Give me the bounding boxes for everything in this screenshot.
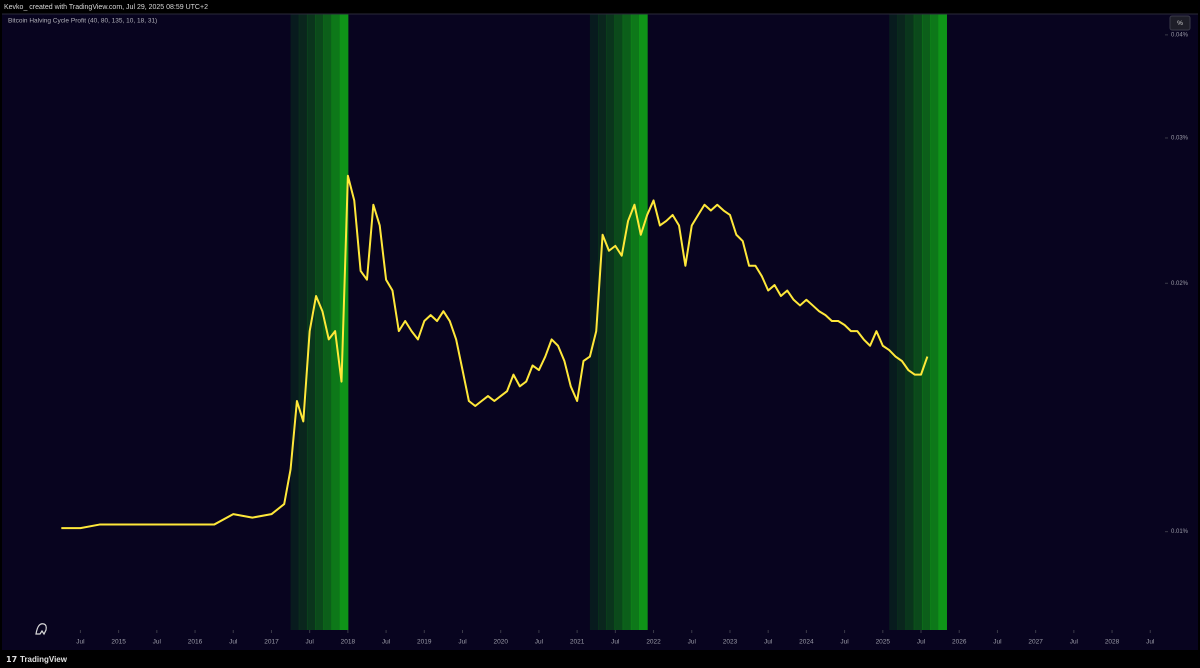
x-tick-label: Jul [382,639,391,646]
highlight-band [630,14,640,630]
x-tick-label: 2015 [111,639,126,646]
footer-text: TradingView [20,655,68,664]
highlight-band [614,14,624,630]
highlight-band [589,14,599,630]
bands [290,14,947,630]
x-tick-label: Jul [688,639,697,646]
series-line [61,174,929,530]
x-tick-label: Jul [535,639,544,646]
x-tick-label: 2020 [493,639,508,646]
x-tick-label: 2022 [646,639,661,646]
highlight-band [889,14,898,630]
highlight-band [921,14,931,630]
x-tick-label: Jul [458,639,467,646]
x-tick-label: 2018 [341,639,356,646]
x-tick-label: Jul [764,639,773,646]
x-tick-label: 2021 [570,639,585,646]
x-tick-label: 2026 [952,639,967,646]
x-tick-label: 2016 [188,639,203,646]
scale-button[interactable] [1169,15,1191,31]
highlight-band [622,14,632,630]
highlight-band [331,14,341,630]
x-tick-label: Jul [917,639,926,646]
highlight-band [290,14,300,630]
y-tick-label: 0.03% [1171,136,1189,142]
x-tick-label: Jul [840,639,849,646]
series-layer [61,174,929,530]
highlight-band [323,14,333,630]
highlight-band [938,14,947,630]
x-tick-label: Jul [993,639,1002,646]
x-tick-label: 2028 [1105,639,1120,646]
y-tick-label: 0.02% [1171,281,1189,287]
tv-logo-icon [35,623,47,636]
highlight-band [606,14,615,630]
x-tick-label: 2017 [264,639,279,646]
highlight-band [638,14,648,630]
x-tick-label: Jul [1146,639,1155,646]
x-tick-label: 2019 [417,639,432,646]
highlight-band [298,14,308,630]
y-tick-label: 0.04% [1171,32,1189,38]
footer-bar [0,652,1200,668]
footer-logo-mark: 𝟭𝟳 [6,655,17,664]
axes: 0.01% 0.02% 0.03% 0.04% Jul 2015 Jul 2016 Jul 201… [76,32,1188,645]
y-tick-label: 0.01% [1171,529,1189,535]
x-tick-label: 2027 [1028,639,1043,646]
x-tick-label: Jul [611,639,620,646]
x-tick-label: 2025 [876,639,891,646]
highlight-band [315,14,324,630]
highlight-band [913,14,923,630]
x-tick-label: 2024 [799,639,814,646]
highlight-band [930,14,939,630]
x-tick-label: Jul [306,639,315,646]
x-tick-label: 2023 [723,639,738,646]
header-text: Kevko_ created with TradingView.com, Jul… [4,4,208,11]
scale-button-label[interactable]: % [1177,20,1183,27]
x-tick-label: Jul [1070,639,1079,646]
highlight-band [897,14,907,630]
plot-background [2,14,1198,650]
x-tick-label: Jul [229,639,238,646]
x-tick-label: Jul [153,639,162,646]
indicator-label: Bitcoin Halving Cycle Profit (40, 80, 13… [8,18,157,25]
x-tick-label: Jul [76,639,85,646]
highlight-band [598,14,607,630]
highlight-band [905,14,915,630]
